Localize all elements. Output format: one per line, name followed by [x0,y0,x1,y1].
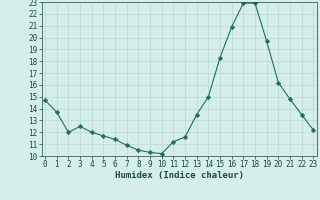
X-axis label: Humidex (Indice chaleur): Humidex (Indice chaleur) [115,171,244,180]
